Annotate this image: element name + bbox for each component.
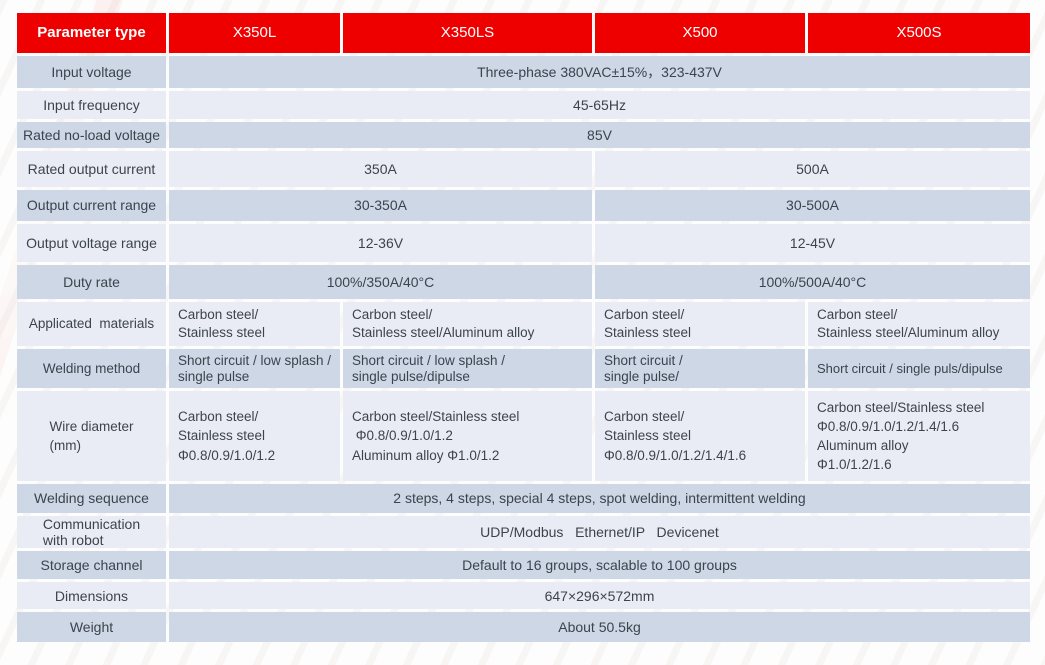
cell-x350ls-value: Carbon steel/Stainless steel Φ0.8/0.9/1.… — [343, 391, 592, 481]
row-label: Wire diameter (mm) — [17, 391, 166, 481]
cell-x500s-value: Carbon steel/Stainless steel Φ0.8/0.9/1.… — [808, 391, 1030, 481]
row-label: Communication with robot — [17, 516, 166, 549]
header-x500s: X500S — [808, 13, 1030, 53]
row-label: Input frequency — [17, 91, 166, 119]
cell-x500s-value: Short circuit / single puls/dipulse — [808, 349, 1030, 388]
header-parameter-type: Parameter type — [17, 13, 166, 53]
cell-value: 647×296×572mm — [169, 582, 1030, 610]
cell-value: Default to 16 groups, scalable to 100 gr… — [169, 551, 1030, 580]
cell-x350ls-value: Carbon steel/ Stainless steel/Aluminum a… — [343, 302, 592, 346]
table-row-applicated-materials: Applicated materials Carbon steel/ Stain… — [17, 302, 1030, 346]
cell-x500-value: Carbon steel/ Stainless steel Φ0.8/0.9/1… — [595, 391, 805, 481]
cell-value: 45-65Hz — [169, 91, 1030, 119]
cell-value: About 50.5kg — [169, 612, 1030, 643]
cell-x350ls-value: Short circuit / low splash / single puls… — [343, 349, 592, 388]
row-label: Output current range — [17, 190, 166, 221]
cell-x500-value: 12-45V — [595, 224, 1030, 262]
row-label: Welding method — [17, 349, 166, 388]
cell-x350-value: 30-350A — [169, 190, 592, 221]
row-label: Storage channel — [17, 551, 166, 580]
cell-x350-value: 100%/350A/40°C — [169, 265, 592, 299]
cell-x500-value: 100%/500A/40°C — [595, 265, 1030, 299]
table-row-storage-channel: Storage channel Default to 16 groups, sc… — [17, 551, 1030, 580]
table-row-dimensions: Dimensions 647×296×572mm — [17, 582, 1030, 610]
header-x350l: X350L — [169, 13, 340, 53]
cell-value: 85V — [169, 122, 1030, 148]
table-row-communication-with-robot: Communication with robot UDP/Modbus Ethe… — [17, 516, 1030, 549]
header-x500: X500 — [595, 13, 805, 53]
table-row-output-voltage-range: Output voltage range 12-36V 12-45V — [17, 224, 1030, 262]
row-label: Applicated materials — [17, 302, 166, 346]
cell-x500-value: Carbon steel/ Stainless steel — [595, 302, 805, 346]
table-row-welding-method: Welding method Short circuit / low splas… — [17, 349, 1030, 388]
row-label: Output voltage range — [17, 224, 166, 262]
table-row-rated-no-load-voltage: Rated no-load voltage 85V — [17, 122, 1030, 148]
cell-value: Three-phase 380VAC±15%，323-437V — [169, 56, 1030, 88]
table-row-input-frequency: Input frequency 45-65Hz — [17, 91, 1030, 119]
cell-x500-value: Short circuit / single pulse/ — [595, 349, 805, 388]
row-label: Dimensions — [17, 582, 166, 610]
cell-x350l-value: Carbon steel/ Stainless steel — [169, 302, 340, 346]
cell-value: UDP/Modbus Ethernet/IP Devicenet — [169, 516, 1030, 549]
header-x350ls: X350LS — [343, 13, 592, 53]
row-label: Weight — [17, 612, 166, 643]
table-row-duty-rate: Duty rate 100%/350A/40°C 100%/500A/40°C — [17, 265, 1030, 299]
row-label: Welding sequence — [17, 484, 166, 513]
cell-x500-value: 30-500A — [595, 190, 1030, 221]
table-row-rated-output-current: Rated output current 350A 500A — [17, 151, 1030, 187]
cell-x350l-value: Carbon steel/ Stainless steel Φ0.8/0.9/1… — [169, 391, 340, 481]
table-row-output-current-range: Output current range 30-350A 30-500A — [17, 190, 1030, 221]
row-label: Input voltage — [17, 56, 166, 88]
cell-x350-value: 12-36V — [169, 224, 592, 262]
cell-x350-value: 350A — [169, 151, 592, 187]
table-row-weight: Weight About 50.5kg — [17, 612, 1030, 643]
table-row-welding-sequence: Welding sequence 2 steps, 4 steps, speci… — [17, 484, 1030, 513]
row-label: Rated no-load voltage — [17, 122, 166, 148]
header-row: Parameter type X350L X350LS X500 X500S — [17, 13, 1030, 53]
row-label: Rated output current — [17, 151, 166, 187]
cell-value: 2 steps, 4 steps, special 4 steps, spot … — [169, 484, 1030, 513]
row-label: Duty rate — [17, 265, 166, 299]
cell-x500-value: 500A — [595, 151, 1030, 187]
cell-x350l-value: Short circuit / low splash / single puls… — [169, 349, 340, 388]
cell-x500s-value: Carbon steel/ Stainless steel/Aluminum a… — [808, 302, 1030, 346]
table-row-input-voltage: Input voltage Three-phase 380VAC±15%，323… — [17, 56, 1030, 88]
spec-table: Parameter type X350L X350LS X500 X500S I… — [14, 10, 1033, 645]
table-row-wire-diameter: Wire diameter (mm) Carbon steel/ Stainle… — [17, 391, 1030, 481]
